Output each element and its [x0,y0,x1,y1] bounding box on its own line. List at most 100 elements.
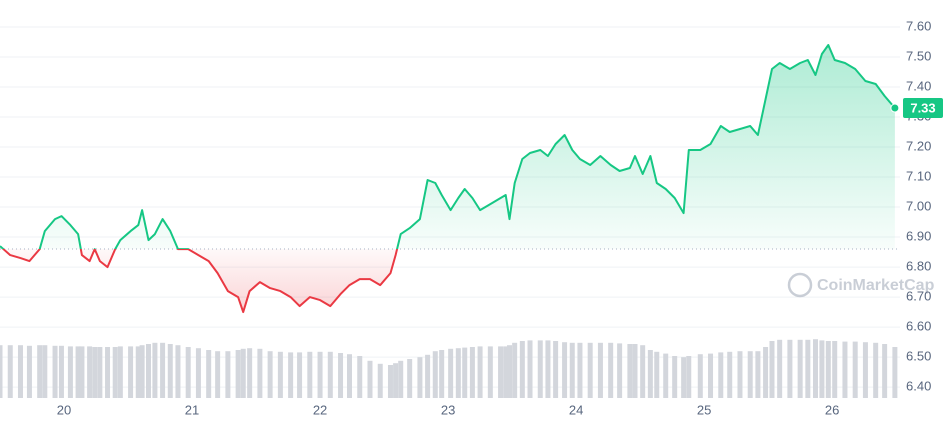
volume-bar [797,339,803,398]
volume-bar [862,342,868,398]
volume-bar [398,360,404,398]
volume-bar [160,342,166,398]
volume-bar [813,339,819,398]
volume-bar [128,346,134,398]
price-area [0,45,895,313]
volume-bar [393,363,399,398]
volume-bar [769,341,775,398]
volume-bar [338,353,344,398]
volume-bar [755,351,761,398]
volume-bar [882,344,888,398]
volume-bar [553,341,559,398]
volume-bar [439,350,445,398]
volume-bar [686,356,692,398]
volume-bar [432,351,438,398]
volume-bar [75,346,81,398]
y-tick-label: 6.90 [906,228,931,243]
volume-bar [537,340,543,398]
volume-bar [672,356,678,398]
y-tick-label: 7.60 [906,18,931,33]
volume-bar [747,351,753,398]
watermark-logo [787,272,813,298]
volume-bar [407,359,413,398]
x-tick-label: 22 [313,402,327,417]
volume-bar [175,345,181,398]
volume-bar [819,340,825,398]
volume-bar [417,357,423,398]
y-tick-label: 7.10 [906,168,931,183]
volume-bar [97,347,103,398]
volume-bar [225,351,231,398]
volume-bar [367,360,373,398]
volume-bar [597,342,603,398]
volume-bar [805,339,811,398]
volume-bar [763,347,769,398]
volume-bar [42,345,48,398]
volume-bar [832,341,838,398]
volume-bar [681,357,687,398]
volume [0,339,898,398]
x-tick-label: 24 [569,402,583,417]
volume-bar [462,347,468,398]
volume-bar [17,345,23,398]
volume-bar [267,351,273,398]
volume-bar [852,341,858,398]
volume-bar [105,347,111,398]
volume-bar [527,340,533,398]
volume-bar [727,351,733,398]
volume-bar [195,348,201,398]
volume-bar [873,342,879,398]
plot [0,44,900,314]
volume-bar [469,347,475,398]
volume-bar [587,342,593,398]
volume-bar [617,343,623,398]
volume-bar [112,347,118,398]
volume-bar [477,346,483,398]
volume-bar [257,348,263,398]
volume-bar [387,365,393,398]
volume-bar [185,347,191,398]
volume-bar [507,345,513,398]
volume-bar [718,352,724,398]
volume-bar [152,342,158,398]
y-tick-label: 7.40 [906,78,931,93]
current-price-label: 7.33 [910,100,935,115]
volume-bar [512,342,518,398]
y-tick-label: 6.70 [906,289,931,304]
volume-bar [240,348,246,398]
y-tick-label: 6.50 [906,349,931,364]
volume-bar [519,341,525,398]
volume-bar [455,348,461,398]
watermark-text: CoinMarketCap [817,277,935,294]
volume-bar [627,344,633,398]
volume-bar [26,345,32,398]
volume-bar [139,345,145,398]
volume-bar [787,339,793,398]
x-tick-label: 25 [697,402,711,417]
volume-bar [247,348,253,398]
volume-bar [737,351,743,398]
y-tick-label: 6.80 [906,259,931,274]
volume-bar [708,353,714,398]
volume-bar [569,342,575,398]
volume-bar [37,345,43,398]
volume-bar [503,346,509,398]
volume-bar [647,350,653,398]
volume-bar [52,345,58,398]
volume-bar [135,346,141,398]
volume-bar [448,348,454,398]
volume-bar [7,345,13,398]
y-tick-label: 6.60 [906,319,931,334]
volume-bar [577,342,583,398]
x-tick-label: 20 [57,402,71,417]
volume-bar [327,351,333,398]
x-tick-label: 26 [825,402,839,417]
x-tick-label: 23 [441,402,455,417]
volume-bar [640,345,646,398]
volume-bar [487,346,493,398]
volume-bar [357,356,363,398]
volume-bar [235,350,241,398]
volume-bar [92,347,98,398]
volume-bar [377,363,383,398]
